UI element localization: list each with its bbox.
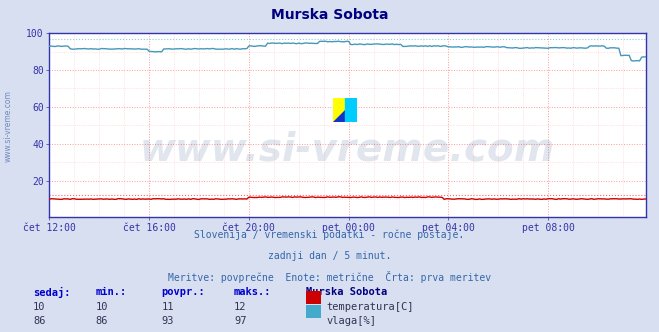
Text: 11: 11 [161, 302, 174, 312]
Bar [345, 98, 357, 110]
Text: 93: 93 [161, 316, 174, 326]
Bar [333, 98, 345, 110]
Text: Slovenija / vremenski podatki - ročne postaje.: Slovenija / vremenski podatki - ročne po… [194, 229, 465, 240]
Text: 12: 12 [234, 302, 246, 312]
Polygon shape [333, 110, 345, 122]
Text: maks.:: maks.: [234, 287, 272, 297]
Text: min.:: min.: [96, 287, 127, 297]
Text: Murska Sobota: Murska Sobota [306, 287, 387, 297]
Text: sedaj:: sedaj: [33, 287, 71, 298]
Text: 10: 10 [96, 302, 108, 312]
Text: Meritve: povprečne  Enote: metrične  Črta: prva meritev: Meritve: povprečne Enote: metrične Črta:… [168, 271, 491, 283]
Text: 86: 86 [33, 316, 45, 326]
Text: vlaga[%]: vlaga[%] [326, 316, 376, 326]
Text: povpr.:: povpr.: [161, 287, 205, 297]
Text: temperatura[C]: temperatura[C] [326, 302, 414, 312]
Text: 97: 97 [234, 316, 246, 326]
Text: www.si-vreme.com: www.si-vreme.com [140, 130, 556, 168]
Polygon shape [333, 110, 345, 122]
Bar [345, 110, 357, 122]
Text: 10: 10 [33, 302, 45, 312]
Text: zadnji dan / 5 minut.: zadnji dan / 5 minut. [268, 251, 391, 261]
Text: 86: 86 [96, 316, 108, 326]
Text: www.si-vreme.com: www.si-vreme.com [3, 90, 13, 162]
Text: Murska Sobota: Murska Sobota [271, 8, 388, 22]
